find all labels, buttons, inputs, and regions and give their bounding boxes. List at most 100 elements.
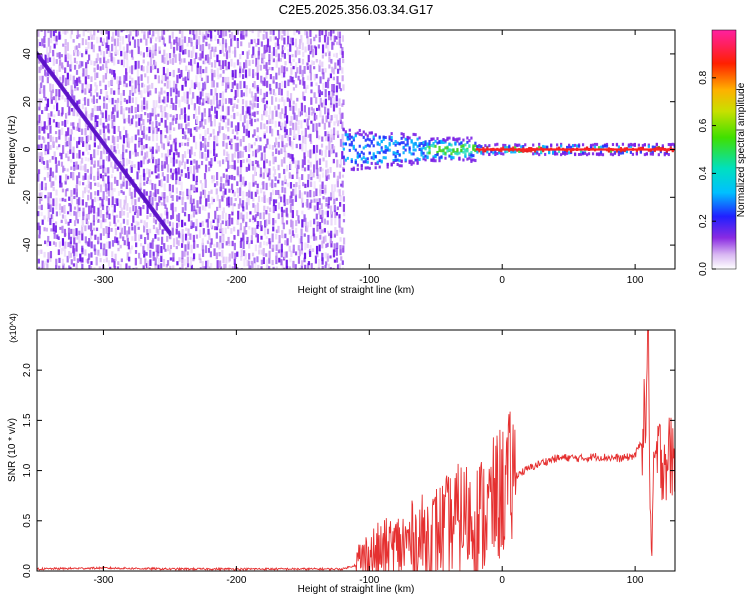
spectrogram-cell [190,244,193,254]
spectrogram-cell [244,253,247,260]
y-tick-label: 1.0 [22,463,33,477]
spectrogram-cell [180,108,183,115]
spectrogram-cell [128,80,132,87]
spectrogram-cell [97,218,100,223]
spectrogram-cell [315,152,318,161]
spectrogram-cell [99,118,102,126]
spectrogram-cell [223,53,226,57]
spectrogram-cell [155,120,158,128]
carrier-cell [464,143,467,147]
spectrogram-cell [265,91,269,97]
spectrogram-cell [89,173,93,180]
spectrogram-cell [119,222,122,230]
spectrogram-cell [187,128,190,134]
carrier-cell [446,149,449,153]
spectrogram-cell [66,111,69,116]
spectrogram-cell [316,252,319,258]
spectrogram-cell [181,128,185,135]
spectrogram-cell [134,199,137,206]
spectrogram-cell [306,191,309,198]
spectrogram-cell [70,172,73,179]
spectrogram-cell [113,70,116,78]
spectrogram-cell [343,157,346,166]
carrier-cell [643,153,646,157]
carrier-cell [544,152,547,156]
spectrogram-cell [129,119,132,126]
spectrogram-cell [135,121,138,128]
spectrogram-cell [336,175,340,181]
spectrogram-cell [181,233,184,243]
spectrogram-cell [122,30,125,32]
snr-x-label: Height of straight line (km) [298,584,415,595]
spectrogram-cell [128,66,132,73]
spectrogram-cell [151,34,154,39]
carrier-cell [374,162,377,166]
spectrogram-cell [275,148,278,155]
spectrogram-cell [154,234,157,239]
spectrogram-cell [301,135,305,144]
spectrogram-cell [286,198,289,205]
spectrogram-cell [46,259,49,263]
spectrogram-cell [323,228,326,233]
spectrogram-cell [225,82,228,90]
spectrogram-cell [61,225,64,234]
spectrogram-cell [50,181,53,188]
spectrogram-cell [203,173,207,180]
spectrogram-cell [233,96,237,101]
spectrogram-cell [292,105,295,115]
spectrogram-cell [323,122,326,130]
spectrogram-cell [143,84,146,88]
spectrogram-cell [49,251,53,259]
spectrogram-cell [256,225,259,229]
spectrogram-cell [38,58,41,64]
spectrogram-cell [281,73,284,79]
spectrogram-cell [166,30,169,32]
spectrogram-cell [76,219,80,224]
carrier-cell [366,143,369,147]
spectrogram-cell [221,44,224,54]
spectrogram-cell [281,186,284,193]
spectrogram-cell [317,259,321,267]
spectrogram-cell [265,62,268,71]
spectrogram-cell [285,67,289,72]
spectrogram-cell [307,134,310,138]
spectrogram-cell [322,196,325,200]
spectrogram-cell [142,133,145,139]
spectrogram-cell [187,137,190,142]
carrier-cell [444,156,447,160]
spectrogram-cell [233,258,236,265]
spectrogram-cell [183,222,187,226]
spectrogram-cell [189,128,192,135]
carrier-cell [418,147,421,151]
spectrogram-cell [272,35,275,41]
spectrogram-cell [304,264,307,269]
spectrogram-cell [237,229,240,237]
spectrogram-cell [210,89,213,96]
spectrogram-cell [100,220,103,229]
spectrogram-cell [187,104,190,110]
spectrogram-cell [329,167,332,173]
spectrogram-cell [130,65,134,75]
spectrogram-cell [253,102,256,108]
spectrogram-cell [163,197,166,206]
spectrogram-cell [81,257,84,263]
spectrogram-cell [201,261,204,269]
carrier-cell [402,151,405,155]
spectrogram-cell [73,64,77,70]
carrier-cell [470,151,473,155]
spectrogram-cell [283,80,287,89]
spectrogram-cell [239,80,242,89]
carrier-cell [583,149,587,153]
spectrogram-cell [330,211,333,218]
spectrogram-cell [263,123,266,130]
spectrogram-cell [119,136,122,140]
spectrogram-cell [156,251,160,257]
carrier-cell [573,152,577,156]
spectrogram-cell [259,88,262,96]
spectrogram-cell [95,212,98,220]
spectrogram-cell [99,37,103,43]
spectrogram-cell [231,203,234,212]
spectrogram-cell [288,137,292,146]
spectrogram-cell [309,189,312,198]
spectrogram-cell [228,52,231,59]
